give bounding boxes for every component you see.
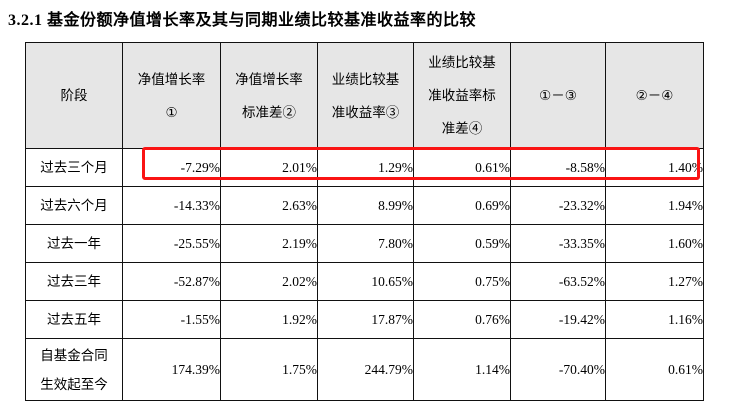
header-nav-growth-stddev: 净值增长率 标准差② [220,42,318,149]
header-benchmark-stddev: 业绩比较基 准收益率标 准差④ [413,42,511,149]
row-label: 过去五年 [25,300,123,339]
table-cell: 1.60% [605,224,704,263]
table-cell: 0.76% [413,300,511,339]
table-cell: 0.61% [413,148,511,187]
table-cell: -7.29% [122,148,221,187]
header-nav-growth: 净值增长率 ① [122,42,221,149]
table-cell: 2.19% [220,224,318,263]
row-label: 过去一年 [25,224,123,263]
table-cell: 174.39% [122,338,221,401]
table-cell: 0.69% [413,186,511,225]
table-cell: -63.52% [510,262,606,301]
table-cell: 1.92% [220,300,318,339]
table-cell: -1.55% [122,300,221,339]
table-cell: 1.94% [605,186,704,225]
table-cell: -14.33% [122,186,221,225]
table-cell: 10.65% [317,262,414,301]
table-cell: -52.87% [122,262,221,301]
table-row-past-1-year: 过去一年 -25.55% 2.19% 7.80% 0.59% -33.35% 1… [25,224,704,263]
table-cell: 2.63% [220,186,318,225]
row-label: 自基金合同 生效起至今 [25,338,123,401]
table-cell: 2.02% [220,262,318,301]
header-stage: 阶段 [25,42,123,149]
table-cell: -19.42% [510,300,606,339]
table-row-since-inception: 自基金合同 生效起至今 174.39% 1.75% 244.79% 1.14% … [25,338,704,401]
header-diff-1-3: ①－③ [510,42,606,149]
table-cell: 17.87% [317,300,414,339]
table-cell: 2.01% [220,148,318,187]
table-row-past-3-months: 过去三个月 -7.29% 2.01% 1.29% 0.61% -8.58% 1.… [25,148,704,187]
table-cell: -70.40% [510,338,606,401]
section-title: 3.2.1 基金份额净值增长率及其与同期业绩比较基准收益率的比较 [8,12,477,29]
table-cell: -8.58% [510,148,606,187]
table-cell: 0.59% [413,224,511,263]
table-cell: 0.75% [413,262,511,301]
table-cell: 1.27% [605,262,704,301]
table-cell: 1.75% [220,338,318,401]
table-cell: 244.79% [317,338,414,401]
row-label: 过去三个月 [25,148,123,187]
table-cell: 1.29% [317,148,414,187]
header-diff-2-4: ②－④ [605,42,704,149]
table-cell: 1.40% [605,148,704,187]
table-cell: 8.99% [317,186,414,225]
table-cell: 1.16% [605,300,704,339]
row-label: 过去三年 [25,262,123,301]
table-row-past-5-years: 过去五年 -1.55% 1.92% 17.87% 0.76% -19.42% 1… [25,300,704,339]
table-cell: -33.35% [510,224,606,263]
row-label: 过去六个月 [25,186,123,225]
table-cell: -25.55% [122,224,221,263]
table-cell: 0.61% [605,338,704,401]
table-cell: -23.32% [510,186,606,225]
table-row-past-6-months: 过去六个月 -14.33% 2.63% 8.99% 0.69% -23.32% … [25,186,704,225]
fund-performance-table: 阶段 净值增长率 ① 净值增长率 标准差② 业绩比较基 准收益率③ 业绩比较基 … [25,42,704,401]
table-header-row: 阶段 净值增长率 ① 净值增长率 标准差② 业绩比较基 准收益率③ 业绩比较基 … [25,42,704,149]
table-cell: 7.80% [317,224,414,263]
table-cell: 1.14% [413,338,511,401]
header-benchmark-return: 业绩比较基 准收益率③ [317,42,414,149]
table-row-past-3-years: 过去三年 -52.87% 2.02% 10.65% 0.75% -63.52% … [25,262,704,301]
